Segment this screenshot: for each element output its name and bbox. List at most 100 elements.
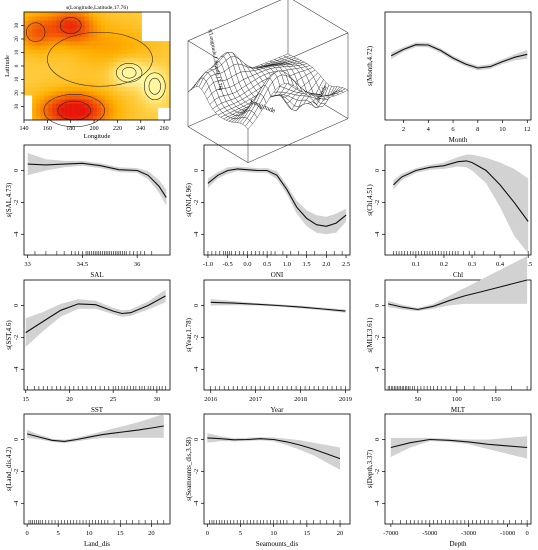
lonlat-heat-cell (44, 66, 49, 71)
lonlat-heat-cell (137, 53, 142, 58)
lonlat-heat-cell (117, 24, 122, 29)
lonlat-heat-cell (109, 61, 114, 67)
lonlat-heat-cell (121, 53, 126, 58)
lonlat-heat-cell (28, 49, 33, 54)
lonlat-heat-cell (24, 36, 29, 42)
lonlat-heat-cell (141, 103, 146, 108)
lonlat-heat-cell (64, 99, 69, 104)
lonlat-heat-cell (113, 70, 118, 75)
lonlat-heat-cell (28, 66, 33, 71)
lonlat-heat-cell (97, 115, 102, 121)
lonlat-heat-cell (32, 53, 37, 58)
lonlat-contour-line (43, 94, 105, 128)
lonlat-heat-cell (48, 57, 53, 63)
lonlat-heat-cell (125, 103, 130, 108)
lonlat-heat-cell (68, 95, 73, 100)
lonlat-heat-cell (141, 99, 146, 104)
seamount-xtick-label: 20 (337, 530, 344, 537)
lonlat-heat-cell (24, 78, 29, 83)
lonlat-heat-cell (76, 16, 82, 21)
lonlat-heat-cell (52, 16, 57, 21)
lonlat-heat-cell (137, 111, 142, 117)
lonlat-heat-cell (129, 57, 134, 63)
lonlat-heat-cell (153, 74, 159, 79)
lonlat-heat-cell (52, 24, 57, 29)
lonlat-heat-cell (24, 53, 29, 58)
lonlat-heat-cell (40, 66, 45, 71)
lonlat-heat-cell (84, 90, 90, 96)
lonlat-heat-cell (145, 103, 151, 108)
lonlat-heat-cell (153, 41, 159, 46)
lonlat-heat-cell (52, 70, 57, 75)
lonlat-heat-cell (32, 74, 37, 79)
lonlat-heat-cell (105, 74, 110, 79)
lonlat-heat-cell (141, 90, 146, 96)
lonlat-heat-cell (97, 28, 102, 34)
year-rug (210, 386, 346, 390)
lonlat-heat-cell (28, 61, 33, 67)
land-x-axis-label: Land_dis (84, 540, 110, 548)
lonlat-heat-cell (52, 12, 57, 17)
lonlat-ytick-label: 10 (14, 77, 20, 83)
lonlat-heat-cell (145, 111, 151, 117)
lonlat-heat-cell (117, 53, 122, 58)
lonlat-heat-cell (52, 57, 57, 63)
sst-xtick-label: 15 (22, 396, 29, 403)
lonlat-heat-cell (28, 20, 33, 25)
lonlat-heat-cell (129, 95, 134, 100)
lonlat-heat-cell (84, 49, 90, 54)
lonlat-heat-cell (125, 49, 130, 54)
lonlat-heat-cell (121, 49, 126, 54)
lonlat-heat-cell (44, 95, 49, 100)
depth-xtick-label: 0 (525, 530, 528, 537)
lonlat-heat-cell (141, 45, 146, 50)
lonlat-heat-cell (145, 107, 151, 112)
lonlat-heat-cell (28, 86, 33, 92)
lonlat-heat-cell (88, 16, 94, 21)
lonlat-heat-cell (36, 74, 41, 79)
lonlat-heat-cell (141, 111, 146, 117)
lonlat-heat-cell (133, 107, 138, 112)
lonlat-heat-cell (145, 86, 151, 92)
chl-x-axis-label: Chl (453, 271, 463, 279)
lonlat-heat-cell (161, 66, 167, 71)
lonlat-heat-cell (84, 115, 90, 121)
lonlat-heat-cell (36, 95, 41, 100)
lonlat-heat-cell (149, 82, 155, 88)
lonlat-heat-cell (76, 95, 82, 100)
lonlat-contour-line (148, 77, 161, 95)
lonlat-heat-cell (84, 12, 90, 17)
lonlat-heat-cell (105, 49, 110, 54)
lonlat-heat-cell (129, 111, 134, 117)
lonlat-heat-cell (60, 103, 65, 108)
lonlat-heat-cell (137, 61, 142, 67)
lonlat-heat-cell (84, 78, 90, 83)
lonlat-heat-cell (76, 36, 82, 42)
lonlat-heat-cell (24, 66, 29, 71)
mlt-y-axis-label: s(MLT,3.61) (366, 317, 374, 353)
lonlat-heat-cell (56, 107, 61, 112)
lonlat-heat-cell (52, 95, 57, 100)
sal-xtick-label: 36 (134, 261, 141, 268)
lonlat-heat-cell (109, 103, 114, 108)
lonlat-heat-cell (44, 45, 49, 50)
lonlat-heat-cell (137, 74, 142, 79)
lonlat-heat-cell (56, 45, 61, 50)
depth-xtick-label: -1000 (500, 530, 515, 537)
lonlat-heat-cell (137, 28, 142, 34)
depth-ytick-label: 0 (374, 438, 381, 441)
lonlat-heat-cell (72, 74, 78, 79)
lonlat-heat-cell (72, 41, 78, 46)
seamount-x-axis-label: Seamounts_dis (256, 540, 299, 548)
lonlat-heat-cell (80, 36, 86, 42)
chl-y-axis-label: s(Chl,4.51) (366, 184, 374, 216)
lonlat-heat-cell (84, 45, 90, 50)
lonlat-heat-cell (109, 111, 114, 117)
lonlat-contour-line (47, 31, 153, 87)
year-ytick-label: -4 (193, 366, 200, 372)
lonlat-heat-cell (105, 12, 110, 17)
lonlat-heat-cell (80, 57, 86, 63)
month-xtick-label: 8 (476, 126, 479, 133)
lonlat-heat-cell (149, 49, 155, 54)
lonlat-heat-cell (113, 36, 118, 42)
